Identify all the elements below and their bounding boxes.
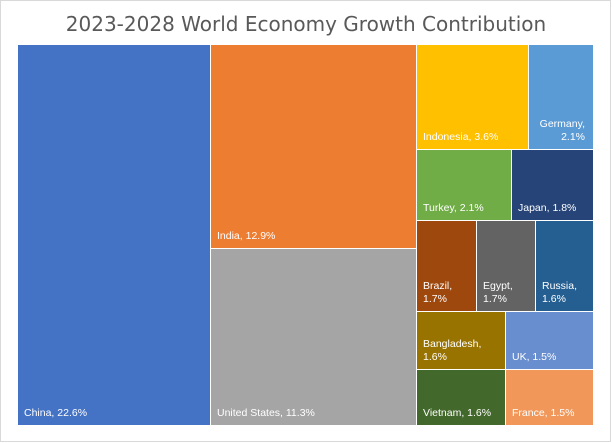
tile-united-states: United States, 11.3%	[211, 249, 416, 425]
tile-rect-india	[211, 45, 416, 248]
tile-label-united-states: United States, 11.3%	[217, 407, 315, 419]
tile-rect-japan	[512, 150, 593, 220]
tile-label-china: China, 22.6%	[24, 407, 87, 419]
tile-bangladesh: Bangladesh,1.6%	[417, 312, 505, 369]
tile-rect-china	[18, 45, 210, 425]
tile-label-india: India, 12.9%	[217, 230, 275, 242]
chart-title: 2023-2028 World Economy Growth Contribut…	[65, 12, 547, 36]
tile-rect-uk	[506, 312, 593, 369]
tile-label-japan: Japan, 1.8%	[518, 202, 576, 214]
tile-label-germany-line-1: Germany,	[540, 118, 585, 130]
tile-label-bangladesh-line-1: Bangladesh,	[423, 338, 481, 350]
tile-label-brazil-line-1: Brazil,	[423, 280, 452, 292]
tile-label-russia-line-1: Russia,	[542, 280, 577, 292]
tile-indonesia: Indonesia, 3.6%	[417, 45, 528, 149]
tile-france: France, 1.5%	[506, 370, 593, 425]
tile-uk: UK, 1.5%	[506, 312, 593, 369]
tile-turkey: Turkey, 2.1%	[417, 150, 511, 220]
tile-label-germany-line-2: 2.1%	[561, 131, 585, 143]
tile-label-indonesia: Indonesia, 3.6%	[423, 131, 498, 143]
tile-label-egypt-line-2: 1.7%	[483, 293, 507, 305]
tile-label-egypt-line-1: Egypt,	[483, 280, 513, 292]
tile-rect-turkey	[417, 150, 511, 220]
tile-russia: Russia,1.6%	[536, 221, 593, 311]
tile-label-brazil-line-2: 1.7%	[423, 293, 447, 305]
tile-rect-bangladesh	[417, 312, 505, 369]
tile-germany: Germany,2.1%	[529, 45, 593, 149]
tile-label-bangladesh-line-2: 1.6%	[423, 351, 447, 363]
tile-brazil: Brazil,1.7%	[417, 221, 476, 311]
tile-rect-france	[506, 370, 593, 425]
tile-label-turkey: Turkey, 2.1%	[423, 202, 484, 214]
tile-rect-germany	[529, 45, 593, 149]
tile-india: India, 12.9%	[211, 45, 416, 248]
tile-rect-vietnam	[417, 370, 505, 425]
tile-egypt: Egypt,1.7%	[477, 221, 535, 311]
tile-label-russia-line-2: 1.6%	[542, 293, 566, 305]
tile-rect-indonesia	[417, 45, 528, 149]
tile-rect-united-states	[211, 249, 416, 425]
tile-japan: Japan, 1.8%	[512, 150, 593, 220]
tile-china: China, 22.6%	[18, 45, 210, 425]
tile-rect-russia	[536, 221, 593, 311]
tile-rect-brazil	[417, 221, 476, 311]
tile-label-uk: UK, 1.5%	[512, 351, 556, 363]
tile-label-france: France, 1.5%	[512, 407, 574, 419]
tile-vietnam: Vietnam, 1.6%	[417, 370, 505, 425]
tile-label-vietnam: Vietnam, 1.6%	[423, 407, 491, 419]
tile-rect-egypt	[477, 221, 535, 311]
